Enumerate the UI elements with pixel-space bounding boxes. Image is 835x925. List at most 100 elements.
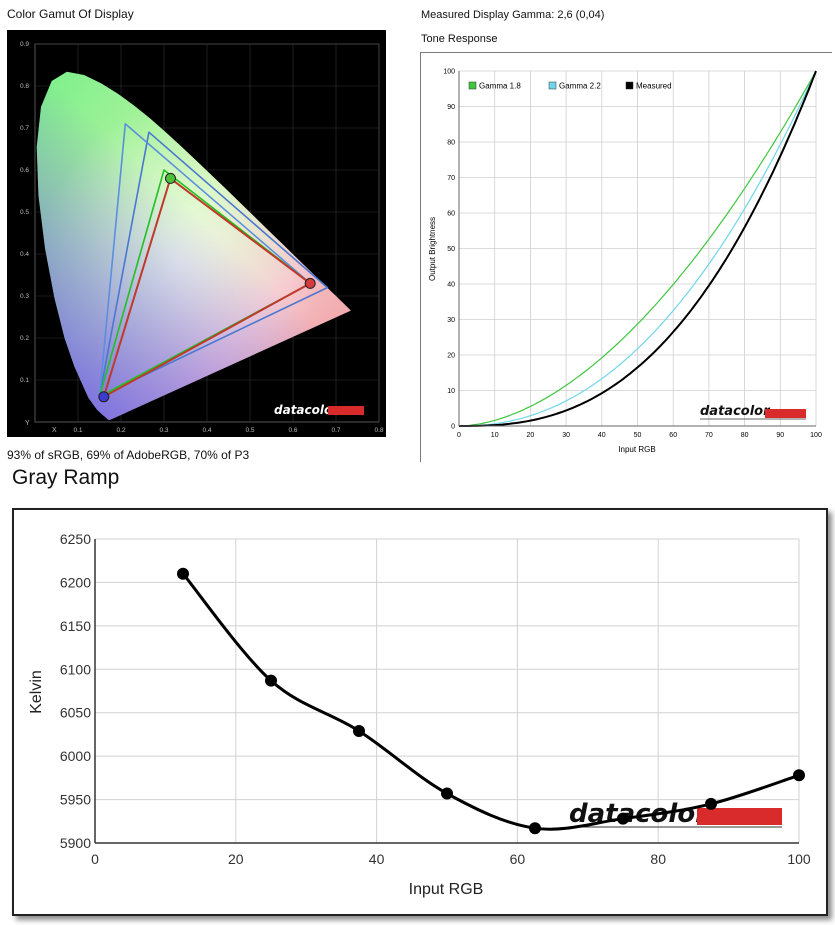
gray-ramp-chart: 0 20 40 60 80 100 5900 5950 6000 6050 6100 6150 6200… xyxy=(12,508,828,916)
tone-x-tick: 10 xyxy=(491,432,499,439)
ramp-x-tick: 0 xyxy=(91,851,99,867)
tone-curve xyxy=(459,70,817,427)
ramp-point xyxy=(793,769,805,782)
tone-legend: Gamma 1.8 Gamma 2.2 Measured xyxy=(468,81,672,91)
tone-x-tick: 40 xyxy=(598,432,606,439)
tone-y-tick: 20 xyxy=(447,353,455,360)
ramp-y-tick: 6050 xyxy=(60,705,91,721)
datacolor-logo: datacolor xyxy=(700,404,771,419)
datacolor-logo-bar xyxy=(765,409,806,418)
gamut-triangle xyxy=(98,131,329,398)
ramp-x-tick: 80 xyxy=(650,851,666,867)
tone-x-tick: 100 xyxy=(810,432,822,439)
gamut-x-tick: 0.3 xyxy=(159,427,168,434)
tone-y-tick: 40 xyxy=(447,282,455,289)
gamut-y-tick: 0.5 xyxy=(20,209,29,216)
gamut-x-tick: 0.7 xyxy=(331,427,340,434)
tone-title: Tone Response xyxy=(421,33,498,45)
gamut-x-tick: 0.6 xyxy=(288,427,297,434)
tone-y-tick: 80 xyxy=(447,140,455,147)
tone-x-tick: 70 xyxy=(705,432,713,439)
ramp-point xyxy=(705,797,717,810)
ramp-y-tick: 5900 xyxy=(60,835,91,851)
ramp-x-tick: 20 xyxy=(228,851,244,867)
gamma-measurement: Measured Display Gamma: 2,6 (0,04) xyxy=(421,9,605,21)
tone-x-tick: 80 xyxy=(741,432,749,439)
tone-x-tick: 20 xyxy=(527,432,535,439)
tone-y-axis-label: Output Brightness xyxy=(428,217,437,281)
gamut-x-axis-label: X xyxy=(52,427,57,434)
ramp-y-tick: 5950 xyxy=(60,792,91,808)
tone-y-tick: 0 xyxy=(451,424,455,431)
tone-curve xyxy=(458,70,817,427)
gamut-title: Color Gamut Of Display xyxy=(7,7,134,21)
ramp-point xyxy=(265,674,277,687)
tone-y-tick: 60 xyxy=(447,211,455,218)
gamut-y-tick: 0.9 xyxy=(20,41,29,48)
tone-x-axis-label: Input RGB xyxy=(618,445,655,454)
ramp-point xyxy=(353,724,365,737)
ramp-point xyxy=(177,567,189,580)
ramp-point xyxy=(441,787,453,800)
legend-label: Gamma 2.2 xyxy=(559,82,601,91)
gamut-primary-point xyxy=(164,172,176,184)
gamut-y-tick: 0.8 xyxy=(20,83,29,90)
ramp-y-tick: 6250 xyxy=(60,531,91,547)
gamut-y-tick: 0.1 xyxy=(20,377,29,384)
gamut-primary-point xyxy=(98,391,110,403)
ramp-x-tick: 40 xyxy=(369,851,385,867)
gamut-y-tick: 0.2 xyxy=(20,335,29,342)
tone-y-tick: 30 xyxy=(447,317,455,324)
tone-response-chart: 0 10 20 30 40 50 60 70 80 90 100 0 10 20 30 40 50 60 70 80 9… xyxy=(420,52,832,462)
ramp-line xyxy=(181,572,800,831)
tone-curve xyxy=(459,70,817,427)
tone-x-tick: 90 xyxy=(776,432,784,439)
legend-label: Measured xyxy=(636,82,672,91)
tone-x-tick: 50 xyxy=(634,432,642,439)
ramp-point xyxy=(617,812,629,825)
tone-x-tick: 60 xyxy=(669,432,677,439)
gamut-chart: 0.1 0.2 0.3 0.4 0.5 0.6 0.7 0.8 0.1 0.2 0.3 0.4 0.5 0… xyxy=(7,30,386,437)
tone-svg: 0 10 20 30 40 50 60 70 80 90 100 0 10 20 30 40 50 60 70 80 9… xyxy=(428,69,822,455)
gamut-triangle xyxy=(98,169,312,398)
gamut-y-tick: 0.6 xyxy=(20,167,29,174)
ramp-y-tick: 6150 xyxy=(60,618,91,634)
gamut-x-tick: 0.5 xyxy=(245,427,254,434)
ramp-x-tick: 60 xyxy=(510,851,526,867)
ramp-y-tick: 6200 xyxy=(60,574,91,590)
gamut-x-tick: 0.1 xyxy=(73,427,82,434)
ramp-x-tick: 100 xyxy=(787,851,811,867)
gray-ramp-title: Gray Ramp xyxy=(12,466,120,489)
tone-y-tick: 90 xyxy=(447,104,455,111)
gamut-y-tick: 0.3 xyxy=(20,293,29,300)
gamut-x-tick: 0.4 xyxy=(202,427,211,434)
gamut-y-tick: 0.7 xyxy=(20,125,29,132)
legend-label: Gamma 1.8 xyxy=(479,82,521,91)
tone-y-tick: 70 xyxy=(447,175,455,182)
legend-swatch xyxy=(548,81,557,90)
datacolor-logo-bar xyxy=(328,406,364,415)
gamut-primary-point xyxy=(304,277,316,289)
gamut-caption: 93% of sRGB, 69% of AdobeRGB, 70% of P3 xyxy=(7,448,250,462)
ramp-y-tick: 6000 xyxy=(60,748,91,764)
tone-y-tick: 50 xyxy=(447,246,455,253)
legend-swatch xyxy=(468,81,477,90)
tone-y-tick: 10 xyxy=(447,388,455,395)
ramp-point xyxy=(529,822,541,835)
ramp-y-tick: 6100 xyxy=(60,661,91,677)
ramp-x-axis-label: Input RGB xyxy=(409,881,484,898)
gamut-x-tick: 0.8 xyxy=(374,427,383,434)
ramp-svg: 0 20 40 60 80 100 5900 5950 6000 6050 6100 6150 6200… xyxy=(28,531,811,898)
gamut-y-tick: 0.4 xyxy=(20,251,29,258)
tone-y-tick: 100 xyxy=(443,69,455,76)
datacolor-logo-bar xyxy=(697,808,782,825)
gamut-svg: 0.1 0.2 0.3 0.4 0.5 0.6 0.7 0.8 0.1 0.2 0.3 0.4 0.5 0… xyxy=(20,41,384,434)
gamut-triangle xyxy=(102,177,312,398)
datacolor-logo: datacolor xyxy=(274,403,339,417)
tone-x-tick: 0 xyxy=(457,432,461,439)
gamut-y-axis-label: Y xyxy=(25,420,30,427)
gamut-x-tick: 0.2 xyxy=(116,427,125,434)
tone-x-tick: 30 xyxy=(562,432,570,439)
legend-swatch xyxy=(625,81,634,90)
ramp-y-axis-label: Kelvin xyxy=(28,670,45,714)
